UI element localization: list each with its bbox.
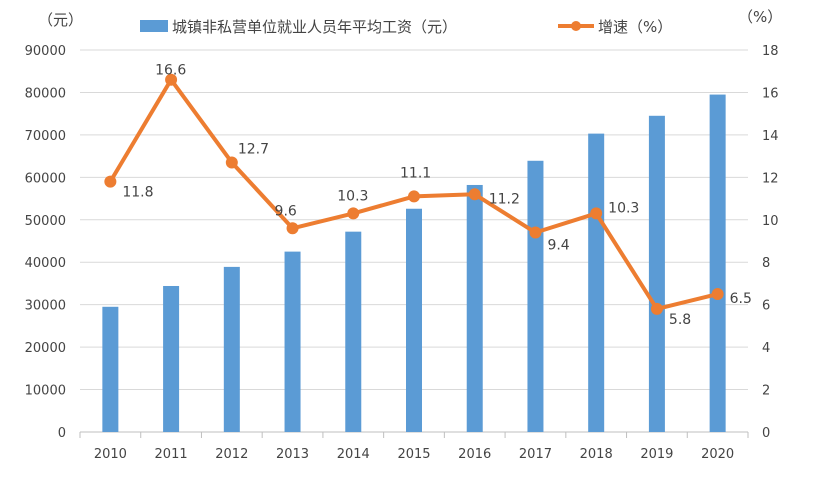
growth-data-label: 12.7 [238, 141, 269, 157]
bar-2010 [102, 306, 119, 432]
bar-2015 [406, 208, 422, 432]
bar-2018 [588, 133, 605, 433]
growth-data-label: 6.5 [730, 291, 752, 307]
left-tick-label: 40000 [25, 256, 66, 271]
right-tick-label: 2 [762, 384, 770, 399]
right-tick-label: 0 [762, 426, 770, 441]
left-tick-label: 60000 [25, 171, 66, 186]
right-tick-label: 6 [762, 299, 770, 314]
x-tick-label: 2018 [580, 447, 613, 462]
growth-data-label: 11.1 [400, 165, 431, 181]
growth-point-2018 [590, 207, 603, 220]
growth-point-2013 [286, 222, 299, 235]
right-tick-label: 10 [762, 214, 779, 229]
growth-data-label: 9.6 [275, 203, 297, 219]
legend-line-label: 增速（%） [598, 18, 672, 36]
right-tick-label: 4 [762, 341, 770, 356]
right-tick-label: 12 [762, 171, 779, 186]
growth-point-2012 [225, 156, 238, 169]
x-tick-label: 2013 [276, 447, 309, 462]
legend-bar-swatch [140, 20, 168, 32]
growth-point-2020 [711, 288, 724, 301]
right-tick-label: 18 [762, 44, 779, 59]
x-tick-label: 2015 [397, 447, 430, 462]
growth-data-label: 16.6 [155, 63, 186, 79]
right-tick-label: 16 [762, 86, 779, 101]
legend: 城镇非私营单位就业人员年平均工资（元） 增速（%） [140, 18, 672, 36]
bar-2012 [223, 266, 240, 432]
growth-point-2014 [347, 207, 360, 220]
left-tick-label: 80000 [25, 86, 66, 101]
left-tick-label: 20000 [25, 341, 66, 356]
left-tick-label: 30000 [25, 299, 66, 314]
growth-point-2017 [529, 226, 542, 239]
left-axis-unit: （元） [38, 11, 83, 29]
growth-data-label: 11.2 [489, 191, 520, 207]
right-tick-label: 14 [762, 129, 779, 144]
x-tick-label: 2010 [94, 447, 127, 462]
left-tick-label: 10000 [25, 384, 66, 399]
growth-point-2019 [650, 302, 663, 315]
bar-2013 [284, 251, 301, 432]
x-tick-label: 2020 [701, 447, 734, 462]
bar-2014 [345, 231, 362, 432]
growth-point-2011 [165, 73, 178, 86]
right-axis-unit: （%） [738, 8, 782, 26]
growth-point-2015 [408, 190, 420, 203]
x-tick-label: 2011 [155, 447, 188, 462]
growth-data-label: 10.3 [608, 200, 639, 216]
growth-point-2010 [104, 175, 117, 188]
left-tick-label: 70000 [25, 129, 66, 144]
growth-point-2016 [468, 188, 481, 201]
left-tick-label: 50000 [25, 214, 66, 229]
growth-data-label: 9.4 [547, 238, 569, 254]
x-tick-label: 2014 [337, 447, 370, 462]
bar-2011 [163, 285, 180, 432]
bar-2017 [527, 160, 544, 432]
x-tick-label: 2019 [640, 447, 673, 462]
x-tick-label: 2017 [519, 447, 552, 462]
bar-2019 [648, 115, 665, 433]
growth-data-label: 11.8 [122, 185, 153, 201]
right-tick-label: 8 [762, 256, 770, 271]
legend-bar-label: 城镇非私营单位就业人员年平均工资（元） [172, 18, 457, 36]
bar-2020 [709, 94, 726, 433]
growth-data-label: 10.3 [337, 188, 368, 204]
bar-2016 [466, 184, 483, 432]
x-tick-label: 2016 [458, 447, 491, 462]
x-tick-label: 2012 [215, 447, 248, 462]
left-tick-label: 0 [58, 426, 66, 441]
legend-line-marker [571, 21, 581, 31]
left-tick-label: 90000 [25, 44, 66, 59]
growth-data-label: 5.8 [669, 312, 691, 328]
